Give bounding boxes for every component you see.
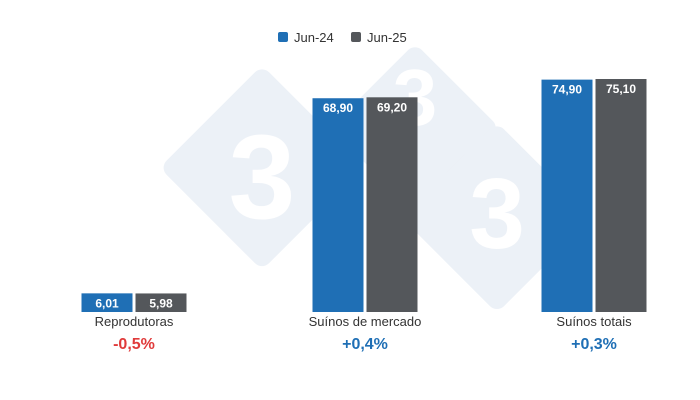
category-label-suinos-totais: Suínos totais: [556, 314, 632, 329]
value-label-reprodutoras-jun-25: 5,98: [149, 296, 173, 310]
value-label-suinos-totais-jun-25: 75,10: [606, 82, 636, 96]
legend-label-jun-25: Jun-25: [367, 30, 407, 45]
bars-group: [81, 79, 647, 312]
bar-suinos-totais-jun-25: [595, 79, 647, 312]
value-label-reprodutoras-jun-24: 6,01: [95, 296, 119, 310]
bar-suinos-de-mercado-jun-24: [312, 98, 364, 312]
change-label-suinos-de-mercado: +0,4%: [342, 336, 388, 353]
change-label-suinos-totais: +0,3%: [571, 336, 617, 353]
legend-label-jun-24: Jun-24: [294, 30, 334, 45]
labels-group: 6,01 5,98 Reprodutoras -0,5% 68,90 69,20 Suíno…: [95, 82, 637, 353]
svg-text:3: 3: [469, 158, 525, 270]
legend: Jun-24 Jun-25: [278, 30, 407, 45]
bar-reprodutoras-jun-25: [135, 293, 187, 312]
category-label-suinos-de-mercado: Suínos de mercado: [309, 314, 422, 329]
legend-swatch-jun-25: [351, 32, 361, 42]
value-label-suinos-de-mercado-jun-25: 69,20: [377, 100, 407, 114]
legend-swatch-jun-24: [278, 32, 288, 42]
bar-reprodutoras-jun-24: [81, 293, 133, 312]
category-label-reprodutoras: Reprodutoras: [95, 314, 174, 329]
change-label-reprodutoras: -0,5%: [113, 336, 155, 353]
bar-suinos-totais-jun-24: [541, 79, 593, 312]
value-label-suinos-de-mercado-jun-24: 68,90: [323, 101, 353, 115]
value-label-suinos-totais-jun-24: 74,90: [552, 83, 582, 97]
svg-text:3: 3: [229, 110, 296, 244]
bar-suinos-de-mercado-jun-25: [366, 97, 418, 312]
